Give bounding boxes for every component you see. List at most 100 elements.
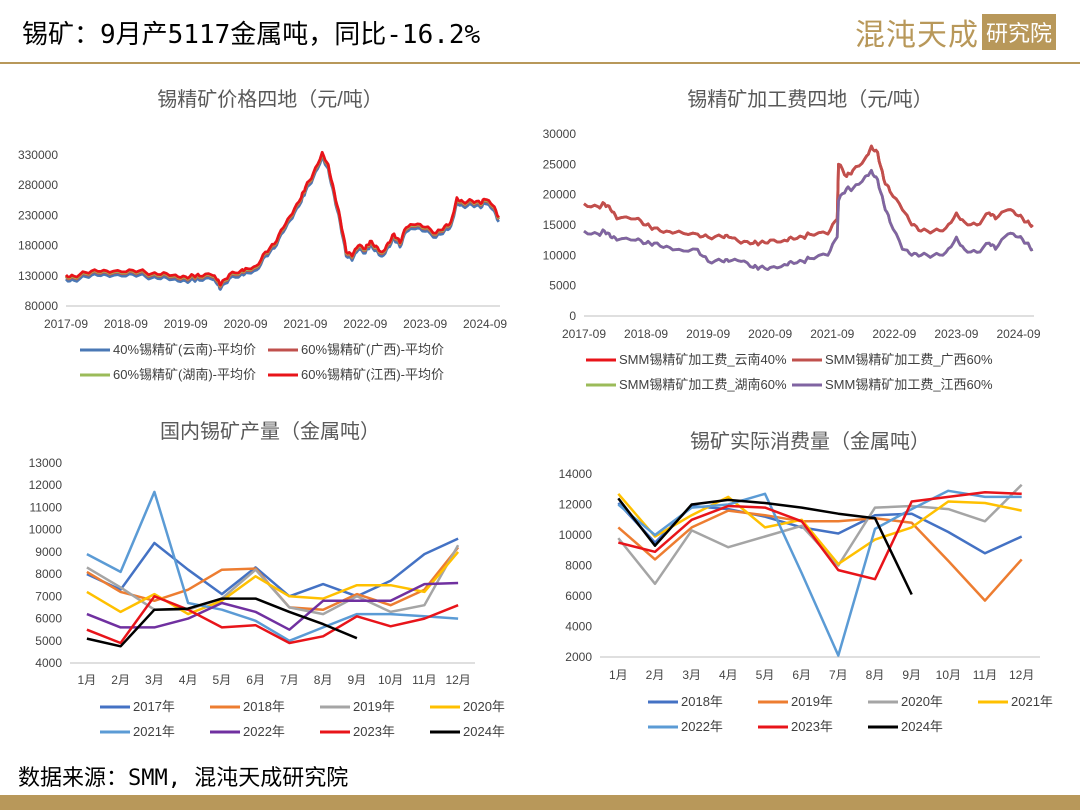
legend-label: 2018年 xyxy=(243,699,285,714)
y-tick-label: 330000 xyxy=(18,148,58,162)
y-tick-label: 80000 xyxy=(25,299,59,313)
series-line xyxy=(617,509,1023,602)
x-tick-label: 2024-09 xyxy=(463,317,507,331)
tin-processing-fee-chart: 锡精矿加工费四地（元/吨） 0 5000 10000 15000 20000 25000 30… xyxy=(543,88,1041,392)
legend-label: 2024年 xyxy=(463,724,505,739)
x-tick-label: 10月 xyxy=(378,673,403,687)
series-line xyxy=(64,152,500,289)
series-line xyxy=(617,491,1022,581)
series-line xyxy=(86,551,460,616)
y-tick-label: 130000 xyxy=(18,269,58,283)
legend-label: 2020年 xyxy=(901,694,943,709)
legend-label: 60%锡精矿(广西)-平均价 xyxy=(301,342,444,357)
x-tick-label: 2020-09 xyxy=(224,317,268,331)
y-tick-label: 5000 xyxy=(35,634,62,648)
legend-label: 2019年 xyxy=(353,699,395,714)
y-tick-label: 10000 xyxy=(543,248,577,262)
y-tick-label: 20000 xyxy=(543,188,577,202)
y-tick-label: 5000 xyxy=(549,279,576,293)
y-tick-label: 4000 xyxy=(35,656,62,670)
x-tick-label: 6月 xyxy=(246,673,265,687)
y-tick-label: 15000 xyxy=(543,218,577,232)
legend-label: 2017年 xyxy=(133,699,175,714)
legend-label: 2018年 xyxy=(681,694,723,709)
x-tick-label: 2023-09 xyxy=(403,317,447,331)
y-tick-label: 30000 xyxy=(543,127,577,141)
y-tick-label: 8000 xyxy=(35,567,62,581)
legend-label: SMM锡精矿加工费_江西60% xyxy=(825,377,993,392)
y-tick-label: 11000 xyxy=(30,500,63,514)
x-tick-label: 2022-09 xyxy=(872,327,916,341)
x-tick-label: 5月 xyxy=(756,668,775,682)
domestic-tin-output-chart: 国内锡矿产量（金属吨） 4000 5000 6000 7000 8000 9000 10000… xyxy=(29,420,505,739)
x-tick-label: 2月 xyxy=(646,668,665,682)
chart-title: 锡精矿加工费四地（元/吨） xyxy=(687,88,933,111)
x-tick-label: 4月 xyxy=(179,673,198,687)
y-tick-label: 230000 xyxy=(18,208,58,222)
y-tick-label: 14000 xyxy=(559,467,593,481)
y-tick-label: 9000 xyxy=(35,545,62,559)
y-tick-label: 180000 xyxy=(18,239,58,253)
tin-ore-consumption-chart: 锡矿实际消费量（金属吨） 2000 4000 6000 8000 10000 12000 14… xyxy=(559,430,1053,734)
y-tick-label: 12000 xyxy=(559,498,593,512)
x-tick-label: 2020-09 xyxy=(748,327,792,341)
page-title: 锡矿：9月产5117金属吨，同比-16.2% xyxy=(22,20,481,50)
legend-label: 2020年 xyxy=(463,699,505,714)
chart-title: 锡矿实际消费量（金属吨） xyxy=(690,430,930,453)
x-tick-label: 3月 xyxy=(682,668,701,682)
y-tick-label: 25000 xyxy=(543,157,577,171)
legend-label: 2024年 xyxy=(901,719,943,734)
legend-label: 2023年 xyxy=(353,724,395,739)
y-tick-label: 8000 xyxy=(565,559,592,573)
data-source-note: 数据来源：SMM, 混沌天成研究院 xyxy=(18,766,349,791)
x-tick-label: 7月 xyxy=(829,668,848,682)
x-tick-label: 5月 xyxy=(213,673,232,687)
x-tick-label: 2022-09 xyxy=(343,317,387,331)
series-line xyxy=(86,597,358,648)
legend-label: SMM锡精矿加工费_湖南60% xyxy=(619,377,787,392)
series-line xyxy=(617,483,1023,586)
x-tick-label: 9月 xyxy=(902,668,921,682)
legend-label: 2019年 xyxy=(791,694,833,709)
legend-label: SMM锡精矿加工费_广西60% xyxy=(825,352,993,367)
x-tick-label: 11月 xyxy=(973,668,997,682)
series-line xyxy=(86,581,459,631)
x-tick-label: 2021-09 xyxy=(810,327,854,341)
x-tick-label: 2019-09 xyxy=(686,327,730,341)
x-tick-label: 2017-09 xyxy=(44,317,88,331)
x-tick-label: 7月 xyxy=(280,673,299,687)
y-tick-label: 10000 xyxy=(559,528,593,542)
series-line xyxy=(86,544,460,616)
header-divider xyxy=(0,62,1080,64)
series-line xyxy=(64,150,500,287)
series-line xyxy=(86,595,459,645)
x-tick-label: 4月 xyxy=(719,668,738,682)
logo-box-text: 研究院 xyxy=(981,14,1056,50)
y-tick-label: 10000 xyxy=(29,523,63,537)
x-tick-label: 2月 xyxy=(111,673,130,687)
x-tick-label: 12月 xyxy=(1009,668,1034,682)
legend-label: 60%锡精矿(江西)-平均价 xyxy=(301,367,444,382)
y-tick-label: 280000 xyxy=(18,178,58,192)
x-tick-label: 12月 xyxy=(445,673,470,687)
legend-label: 2022年 xyxy=(243,724,285,739)
legend-label: 60%锡精矿(湖南)-平均价 xyxy=(113,367,256,382)
x-tick-label: 3月 xyxy=(145,673,164,687)
y-tick-label: 4000 xyxy=(565,620,592,634)
legend-label: 2021年 xyxy=(133,724,175,739)
y-tick-label: 6000 xyxy=(35,612,62,626)
y-tick-label: 0 xyxy=(569,309,576,323)
series-line xyxy=(583,144,1034,247)
series-line xyxy=(86,537,459,598)
x-tick-label: 11月 xyxy=(412,673,436,687)
series-line xyxy=(583,169,1034,272)
chart-title: 锡精矿价格四地（元/吨） xyxy=(157,88,383,111)
legend-label: SMM锡精矿加工费_云南40% xyxy=(619,352,787,367)
x-tick-label: 2021-09 xyxy=(283,317,327,331)
x-tick-label: 2017-09 xyxy=(562,327,606,341)
x-tick-label: 1月 xyxy=(78,673,97,687)
x-tick-label: 1月 xyxy=(609,668,628,682)
tin-concentrate-price-chart: 锡精矿价格四地（元/吨） 80000 130000 180000 230000 28000… xyxy=(18,88,507,382)
legend-label: 2023年 xyxy=(791,719,833,734)
x-tick-label: 8月 xyxy=(866,668,885,682)
